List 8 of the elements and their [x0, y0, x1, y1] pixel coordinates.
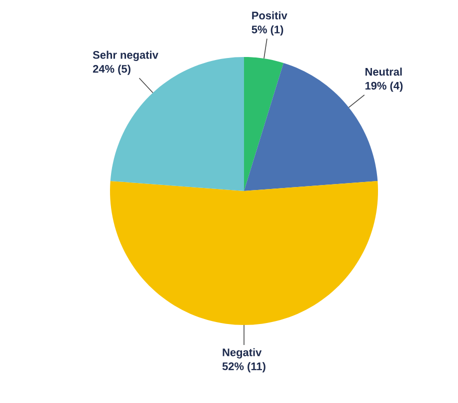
slice-label: Negativ — [222, 348, 262, 358]
data-label: 24% (5) — [92, 64, 130, 75]
slice-label: Positiv — [252, 11, 288, 20]
slice-label: Neutral — [366, 68, 402, 76]
data-label: 19% (4) — [365, 82, 403, 92]
slice-label: Sehr negativ — [92, 50, 158, 62]
data-label: 5% (1) — [252, 25, 284, 36]
data-label: 52% (11) — [222, 362, 266, 372]
